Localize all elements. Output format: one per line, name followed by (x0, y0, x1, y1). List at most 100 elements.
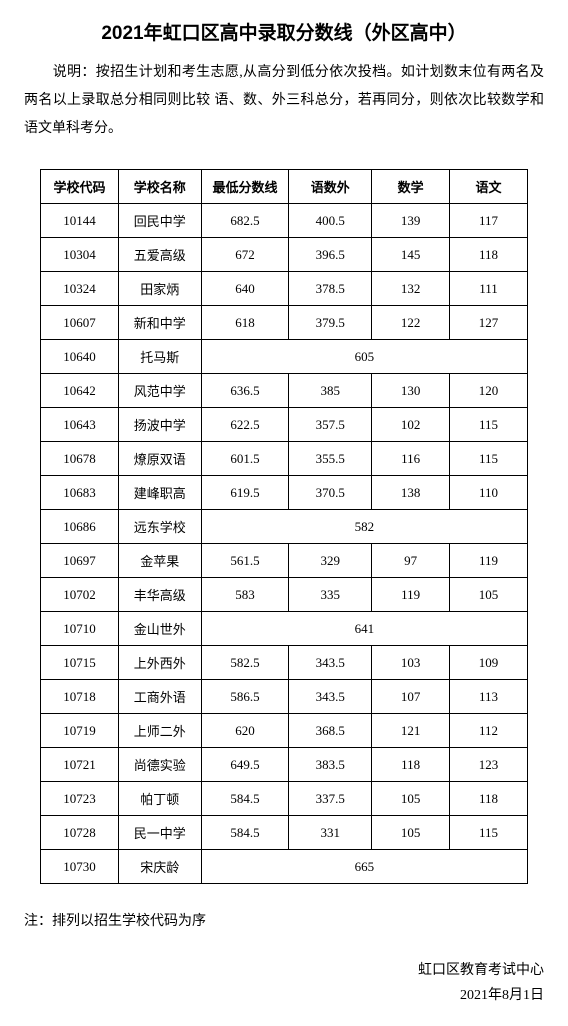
cell-name: 金苹果 (118, 544, 201, 578)
cell-math: 119 (372, 578, 450, 612)
cell-code: 10642 (41, 374, 119, 408)
score-table: 学校代码 学校名称 最低分数线 语数外 数学 语文 10144回民中学682.5… (40, 169, 528, 884)
cell-code: 10304 (41, 238, 119, 272)
cell-yusuwai: 343.5 (289, 646, 372, 680)
cell-name: 民一中学 (118, 816, 201, 850)
table-row: 10697金苹果561.532997119 (41, 544, 528, 578)
cell-math: 139 (372, 204, 450, 238)
cell-score: 584.5 (201, 782, 289, 816)
cell-yusuwai: 378.5 (289, 272, 372, 306)
cell-score: 583 (201, 578, 289, 612)
cell-yusuwai: 329 (289, 544, 372, 578)
cell-name: 回民中学 (118, 204, 201, 238)
cell-code: 10683 (41, 476, 119, 510)
cell-math: 105 (372, 782, 450, 816)
cell-math: 116 (372, 442, 450, 476)
cell-chinese: 112 (450, 714, 528, 748)
cell-score-merged: 605 (201, 340, 527, 374)
cell-chinese: 117 (450, 204, 528, 238)
table-row: 10710金山世外641 (41, 612, 528, 646)
cell-name: 新和中学 (118, 306, 201, 340)
table-row: 10678燎原双语601.5355.5116115 (41, 442, 528, 476)
cell-chinese: 119 (450, 544, 528, 578)
cell-name: 远东学校 (118, 510, 201, 544)
cell-chinese: 115 (450, 816, 528, 850)
cell-name: 五爱高级 (118, 238, 201, 272)
cell-score: 636.5 (201, 374, 289, 408)
cell-name: 田家炳 (118, 272, 201, 306)
cell-score: 649.5 (201, 748, 289, 782)
cell-code: 10643 (41, 408, 119, 442)
cell-code: 10723 (41, 782, 119, 816)
cell-name: 金山世外 (118, 612, 201, 646)
cell-name: 风范中学 (118, 374, 201, 408)
cell-name: 托马斯 (118, 340, 201, 374)
header-chinese: 语文 (450, 170, 528, 204)
cell-score: 584.5 (201, 816, 289, 850)
cell-math: 122 (372, 306, 450, 340)
cell-math: 118 (372, 748, 450, 782)
description-text: 说明：按招生计划和考生志愿,从高分到低分依次投档。如计划数末位有两名及两名以上录… (24, 59, 544, 143)
cell-name: 上师二外 (118, 714, 201, 748)
cell-chinese: 115 (450, 408, 528, 442)
cell-yusuwai: 396.5 (289, 238, 372, 272)
cell-name: 尚德实验 (118, 748, 201, 782)
cell-score: 672 (201, 238, 289, 272)
table-row: 10715上外西外582.5343.5103109 (41, 646, 528, 680)
cell-yusuwai: 400.5 (289, 204, 372, 238)
signature-org: 虹口区教育考试中心 (24, 958, 544, 983)
table-row: 10642风范中学636.5385130120 (41, 374, 528, 408)
cell-code: 10718 (41, 680, 119, 714)
cell-name: 燎原双语 (118, 442, 201, 476)
table-container: 学校代码 学校名称 最低分数线 语数外 数学 语文 10144回民中学682.5… (24, 169, 544, 884)
cell-yusuwai: 357.5 (289, 408, 372, 442)
table-row: 10607新和中学618379.5122127 (41, 306, 528, 340)
cell-math: 132 (372, 272, 450, 306)
cell-score: 620 (201, 714, 289, 748)
cell-yusuwai: 337.5 (289, 782, 372, 816)
cell-yusuwai: 385 (289, 374, 372, 408)
table-row: 10640托马斯605 (41, 340, 528, 374)
cell-code: 10640 (41, 340, 119, 374)
table-row: 10686远东学校582 (41, 510, 528, 544)
cell-code: 10324 (41, 272, 119, 306)
cell-math: 103 (372, 646, 450, 680)
cell-score: 586.5 (201, 680, 289, 714)
footnote-text: 注：排列以招生学校代码为序 (24, 910, 544, 930)
cell-chinese: 111 (450, 272, 528, 306)
cell-code: 10607 (41, 306, 119, 340)
cell-score: 682.5 (201, 204, 289, 238)
table-row: 10144回民中学682.5400.5139117 (41, 204, 528, 238)
table-row: 10718工商外语586.5343.5107113 (41, 680, 528, 714)
table-row: 10324田家炳640378.5132111 (41, 272, 528, 306)
cell-chinese: 109 (450, 646, 528, 680)
cell-yusuwai: 355.5 (289, 442, 372, 476)
cell-score-merged: 665 (201, 850, 527, 884)
cell-code: 10728 (41, 816, 119, 850)
cell-math: 102 (372, 408, 450, 442)
table-row: 10719上师二外620368.5121112 (41, 714, 528, 748)
cell-name: 扬波中学 (118, 408, 201, 442)
table-body: 10144回民中学682.5400.513911710304五爱高级672396… (41, 204, 528, 884)
cell-code: 10730 (41, 850, 119, 884)
table-row: 10730宋庆龄665 (41, 850, 528, 884)
cell-yusuwai: 368.5 (289, 714, 372, 748)
cell-math: 97 (372, 544, 450, 578)
cell-name: 宋庆龄 (118, 850, 201, 884)
cell-chinese: 118 (450, 238, 528, 272)
table-row: 10721尚德实验649.5383.5118123 (41, 748, 528, 782)
table-row: 10683建峰职高619.5370.5138110 (41, 476, 528, 510)
cell-math: 107 (372, 680, 450, 714)
cell-name: 丰华高级 (118, 578, 201, 612)
cell-name: 建峰职高 (118, 476, 201, 510)
cell-chinese: 118 (450, 782, 528, 816)
header-yusuwai: 语数外 (289, 170, 372, 204)
cell-code: 10715 (41, 646, 119, 680)
cell-math: 130 (372, 374, 450, 408)
cell-score: 619.5 (201, 476, 289, 510)
cell-chinese: 123 (450, 748, 528, 782)
cell-yusuwai: 343.5 (289, 680, 372, 714)
header-name: 学校名称 (118, 170, 201, 204)
cell-score: 640 (201, 272, 289, 306)
cell-chinese: 110 (450, 476, 528, 510)
